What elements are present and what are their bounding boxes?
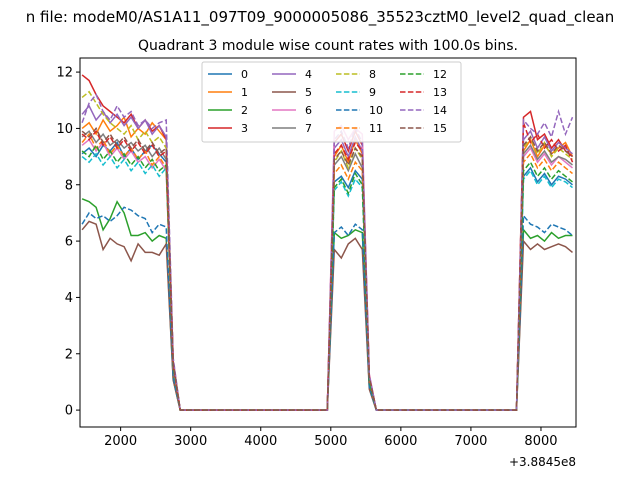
legend-label-4: 4 [305, 68, 312, 81]
series-line-9 [81, 152, 573, 411]
series-line-12 [81, 143, 573, 411]
legend-label-1: 1 [241, 86, 248, 99]
legend-label-10: 10 [369, 104, 383, 117]
legend-label-6: 6 [305, 104, 312, 117]
y-tick-label: 0 [65, 404, 73, 419]
legend-label-13: 13 [433, 86, 447, 99]
x-tick-label: 5000 [314, 434, 347, 449]
legend-box [201, 61, 462, 143]
series-line-1 [81, 115, 574, 411]
legend-label-15: 15 [433, 122, 447, 135]
series-line-11 [81, 132, 573, 411]
y-tick-label: 8 [65, 178, 73, 193]
legend-label-7: 7 [305, 122, 312, 135]
legend-label-11: 11 [369, 122, 383, 135]
x-tick-label: 4000 [244, 434, 277, 449]
x-tick-label: 3000 [174, 434, 207, 449]
y-tick-label: 10 [56, 122, 73, 137]
legend-label-3: 3 [241, 122, 248, 135]
series-layer [81, 74, 574, 411]
legend-label-9: 9 [369, 86, 376, 99]
legend-label-5: 5 [305, 86, 312, 99]
series-line-6 [81, 124, 573, 411]
suptitle: n file: modeM0/AS1A11_097T09_9000005086_… [26, 8, 615, 27]
legend-label-0: 0 [241, 68, 248, 81]
series-line-5 [81, 220, 573, 411]
x-tick-label: 7000 [454, 434, 487, 449]
series-line-15 [81, 127, 573, 411]
series-line-7 [81, 130, 573, 411]
y-axis: 0 2 4 6 8 10 12 [56, 66, 80, 419]
y-tick-label: 2 [65, 347, 73, 362]
chart-title: Quadrant 3 module wise count rates with … [138, 38, 518, 54]
legend-label-14: 14 [433, 104, 447, 117]
x-tick-label: 2000 [104, 434, 137, 449]
legend-label-2: 2 [241, 104, 248, 117]
axes-frame [79, 57, 577, 428]
series-line-14 [81, 93, 574, 411]
y-tick-label: 6 [65, 235, 73, 250]
y-tick-label: 4 [65, 291, 73, 306]
series-line-0 [81, 141, 573, 411]
y-tick-label: 12 [56, 66, 73, 81]
x-offset-text: +3.8845e8 [509, 455, 576, 469]
legend-label-12: 12 [433, 68, 447, 81]
x-axis: 2000 3000 4000 5000 6000 7000 8000 [104, 427, 558, 449]
series-line-2 [81, 198, 573, 411]
legend-label-8: 8 [369, 68, 376, 81]
x-tick-label: 8000 [524, 434, 557, 449]
x-tick-label: 6000 [384, 434, 417, 449]
